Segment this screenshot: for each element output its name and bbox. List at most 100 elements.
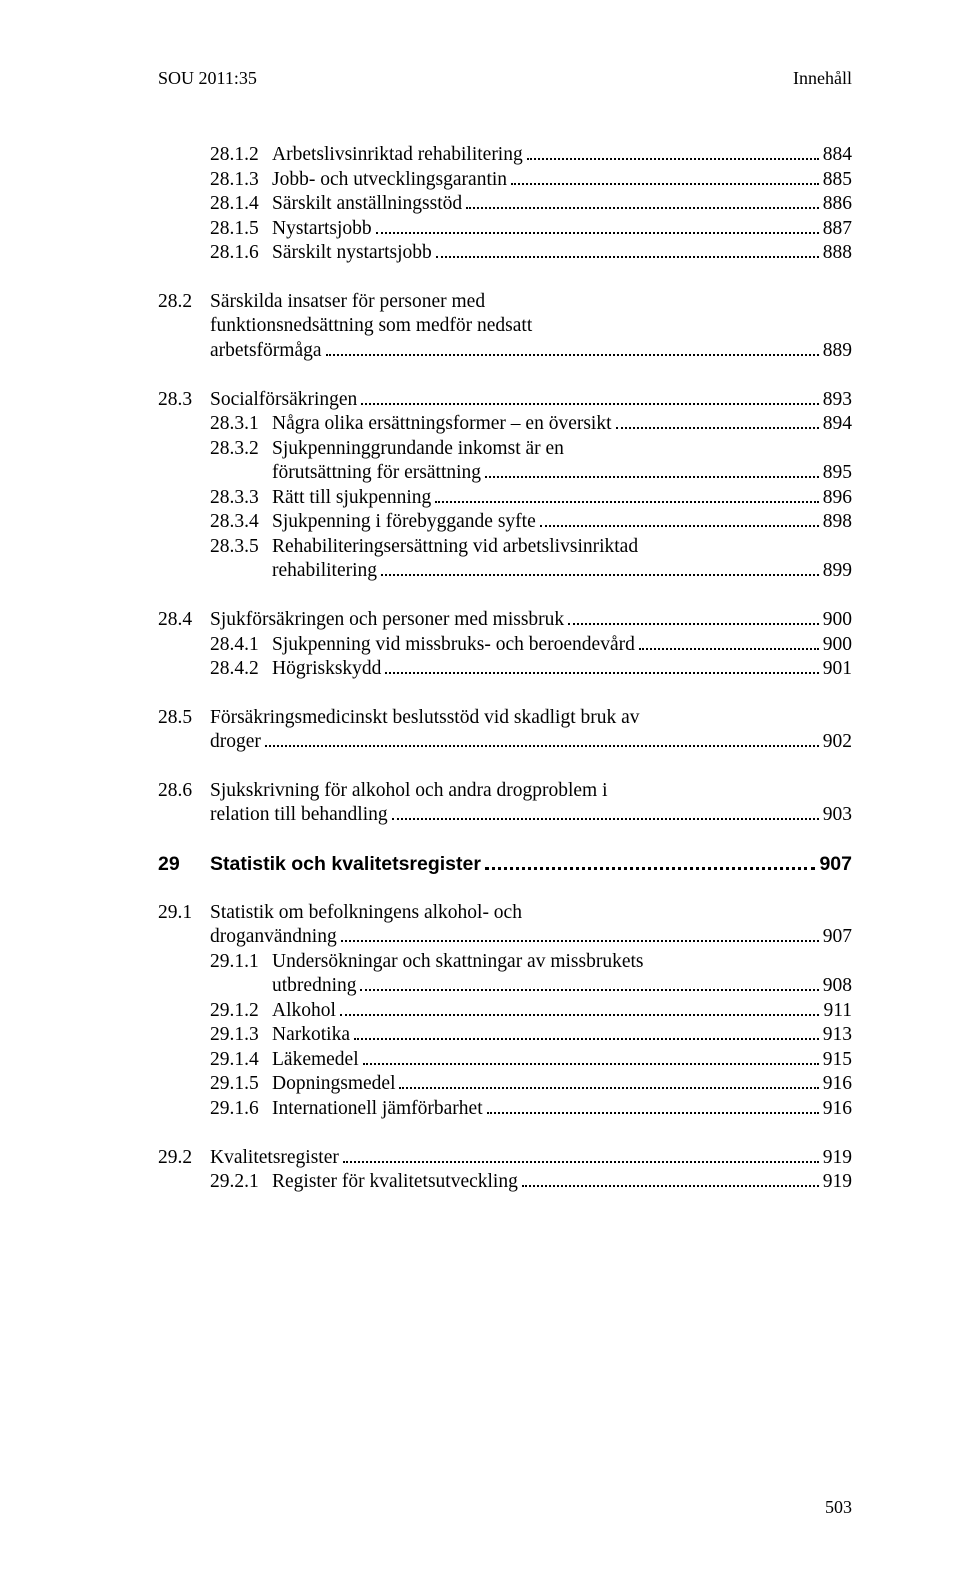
toc-leader-dots: [360, 989, 818, 991]
toc-label: 29.2Kvalitetsregister: [158, 1146, 339, 1171]
toc-page: 889: [823, 339, 852, 364]
toc-page: 907: [823, 925, 852, 950]
toc-page: 901: [823, 657, 852, 682]
toc-group: 28.2Särskilda insatser för personer medf…: [158, 290, 852, 364]
toc-line: funktionsnedsättning som medför nedsatt: [158, 314, 852, 339]
toc-page: 916: [823, 1097, 852, 1122]
header-left: SOU 2011:35: [158, 68, 257, 89]
toc-number: 28.1.4: [210, 192, 272, 217]
toc-label: 28.3.1Några olika ersättningsformer – en…: [210, 412, 612, 437]
toc-leader-dots: [354, 1038, 819, 1040]
toc-label: 29.1.4Läkemedel: [210, 1048, 359, 1073]
toc-number: 28.4.1: [210, 633, 272, 658]
toc-text: Narkotika: [272, 1023, 350, 1048]
toc-leader-dots: [527, 158, 819, 160]
toc-leader-dots: [381, 574, 819, 576]
toc-label: 29.1.2Alkohol: [210, 999, 336, 1024]
toc-number: 29.2.1: [210, 1170, 272, 1195]
toc-number: 29.2: [158, 1146, 210, 1171]
toc-page: 908: [823, 974, 852, 999]
toc-number: 29: [158, 852, 210, 877]
toc-leader-dots: [340, 1014, 820, 1016]
toc-text: Rehabiliteringsersättning vid arbetslivs…: [272, 535, 638, 560]
toc-entry: 28.2Särskilda insatser för personer medf…: [158, 290, 852, 364]
toc-leader-dots: [522, 1185, 819, 1187]
toc-line: förutsättning för ersättning 895: [158, 461, 852, 486]
toc-leader-dots: [540, 525, 819, 527]
toc-leader-dots: [616, 427, 819, 429]
toc-page: 884: [823, 143, 852, 168]
toc-leader-dots: [265, 745, 819, 747]
toc-page: 887: [823, 217, 852, 242]
toc-entry: 28.1.4Särskilt anställningsstöd 886: [158, 192, 852, 217]
toc-text: Dopningsmedel: [272, 1072, 395, 1097]
toc-line: 29.1Statistik om befolkningens alkohol- …: [158, 901, 852, 926]
toc-line: 28.3.5Rehabiliteringsersättning vid arbe…: [158, 535, 852, 560]
toc-entry: 28.1.6Särskilt nystartsjobb 888: [158, 241, 852, 266]
toc-page: 888: [823, 241, 852, 266]
toc-entry: 28.3.1Några olika ersättningsformer – en…: [158, 412, 852, 437]
toc-text: Särskilt anställningsstöd: [272, 192, 462, 217]
toc-text: Alkohol: [272, 999, 336, 1024]
toc-text: droger: [210, 730, 261, 755]
toc-entry: 29.2.1Register för kvalitetsutveckling91…: [158, 1170, 852, 1195]
toc-label: 28.4.2Högriskskydd: [210, 657, 381, 682]
toc-number: 28.1.6: [210, 241, 272, 266]
toc-entry: 28.3.2Sjukpenninggrundande inkomst är en…: [158, 437, 852, 486]
toc-number: 28.6: [158, 779, 210, 804]
toc-page: 893: [823, 388, 852, 413]
toc-leader-dots: [639, 648, 819, 650]
toc-line: rehabilitering899: [158, 559, 852, 584]
toc-page: 886: [823, 192, 852, 217]
toc-group: 28.1.2Arbetslivsinriktad rehabilitering 8…: [158, 143, 852, 266]
page-number: 503: [825, 1497, 852, 1518]
toc-text: Nystartsjobb: [272, 217, 372, 242]
toc-page: 900: [823, 633, 852, 658]
toc-entry: 28.3.5Rehabiliteringsersättning vid arbe…: [158, 535, 852, 584]
toc-entry: 28.1.5Nystartsjobb 887: [158, 217, 852, 242]
toc-line: 28.6Sjukskrivning för alkohol och andra …: [158, 779, 852, 804]
toc-number: 29.1.3: [210, 1023, 272, 1048]
toc-text: Undersökningar och skattningar av missbr…: [272, 950, 644, 975]
toc-label: 28.1.5Nystartsjobb: [210, 217, 372, 242]
toc-label: 28.1.4Särskilt anställningsstöd: [210, 192, 462, 217]
toc-entry: 28.4Sjukförsäkringen och personer med mi…: [158, 608, 852, 633]
toc-number: 28.1.3: [210, 168, 272, 193]
toc-text: Sjukskrivning för alkohol och andra drog…: [210, 779, 608, 804]
toc-page: 911: [823, 999, 852, 1024]
toc-page: 896: [823, 486, 852, 511]
toc-page: 913: [823, 1023, 852, 1048]
toc-page: 907: [819, 852, 852, 877]
toc-label: 29.2.1Register för kvalitetsutveckling: [210, 1170, 518, 1195]
toc-entry: 28.1.3Jobb- och utvecklingsgarantin885: [158, 168, 852, 193]
toc-label: 28.4Sjukförsäkringen och personer med mi…: [158, 608, 564, 633]
toc-group: 28.4Sjukförsäkringen och personer med mi…: [158, 608, 852, 682]
toc-text: förutsättning för ersättning: [272, 461, 481, 486]
toc-text: rehabilitering: [272, 559, 377, 584]
toc-label: 28.3Socialförsäkringen: [158, 388, 357, 413]
toc-leader-dots: [568, 623, 819, 625]
toc-line: 28.2Särskilda insatser för personer med: [158, 290, 852, 315]
toc-number: 28.4: [158, 608, 210, 633]
toc-label: 28.1.2Arbetslivsinriktad rehabilitering: [210, 143, 523, 168]
toc-entry: 29.1.5Dopningsmedel916: [158, 1072, 852, 1097]
toc-entry: 29.1.3Narkotika 913: [158, 1023, 852, 1048]
toc-entry: 28.3.3Rätt till sjukpenning896: [158, 486, 852, 511]
toc-entry: 29.1Statistik om befolkningens alkohol- …: [158, 901, 852, 950]
toc-leader-dots: [466, 207, 819, 209]
toc-text: Särskilt nystartsjobb: [272, 241, 432, 266]
toc-entry: 29.1.2Alkohol 911: [158, 999, 852, 1024]
toc-leader-dots: [435, 501, 819, 503]
toc-group: 29Statistik och kvalitetsregister 907: [158, 852, 852, 877]
toc-leader-dots: [511, 183, 819, 185]
toc-line: droger902: [158, 730, 852, 755]
toc-number: 29.1: [158, 901, 210, 926]
toc-page: 894: [823, 412, 852, 437]
toc-text: Statistik och kvalitetsregister: [210, 852, 481, 877]
toc-label: 29.1.6Internationell jämförbarhet: [210, 1097, 483, 1122]
toc-page: 895: [823, 461, 852, 486]
toc-text: Rätt till sjukpenning: [272, 486, 431, 511]
toc-text: Jobb- och utvecklingsgarantin: [272, 168, 507, 193]
toc-line: utbredning908: [158, 974, 852, 999]
toc-text: Arbetslivsinriktad rehabilitering: [272, 143, 523, 168]
